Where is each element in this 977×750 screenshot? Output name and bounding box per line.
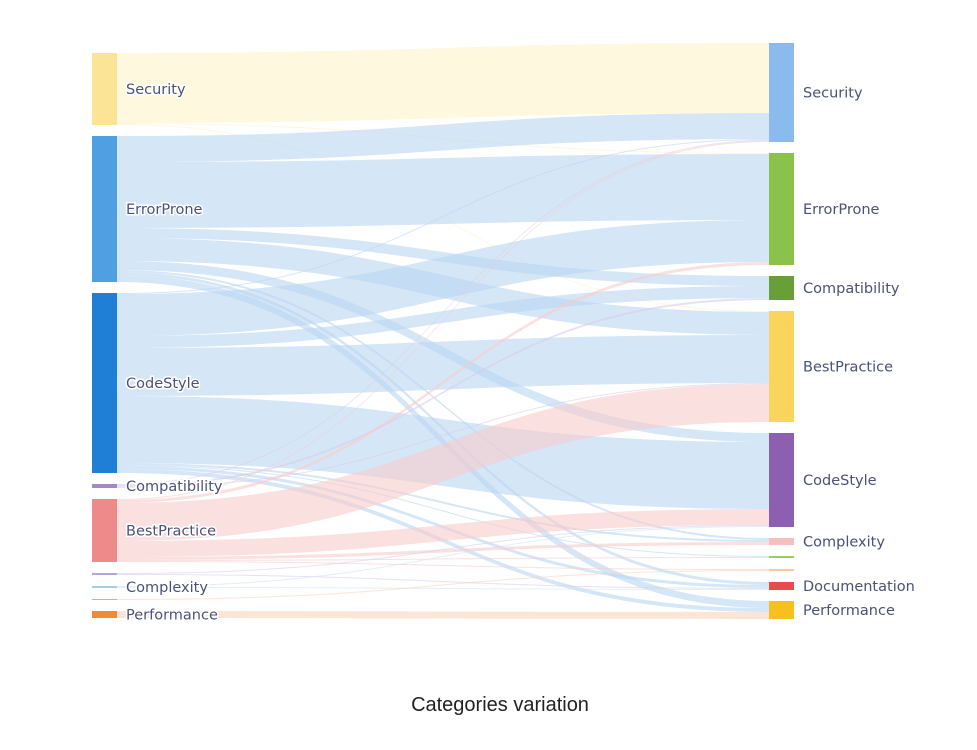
- link-s_bestpractice-t_security[interactable]: [117, 141, 769, 500]
- node-s_security[interactable]: [92, 53, 117, 125]
- node-s_compatibility[interactable]: [92, 484, 117, 488]
- node-label-t_codestyle: CodeStyle: [803, 473, 877, 489]
- links: [117, 43, 769, 619]
- link-s_codestyle-t_security[interactable]: [117, 139, 769, 294]
- link-s_errorprone-t_security[interactable]: [117, 113, 769, 162]
- node-label-t_errorprone: ErrorProne: [803, 202, 880, 218]
- link-s_compatibility-t_bestpractice[interactable]: [117, 383, 769, 488]
- node-t_performance[interactable]: [769, 601, 794, 619]
- link-s_bestpractice-t_unlabeled2[interactable]: [117, 561, 769, 570]
- node-t_codestyle[interactable]: [769, 433, 794, 527]
- node-label-s_codestyle: CodeStyle: [126, 376, 200, 392]
- link-s_codestyle-t_bestpractice[interactable]: [117, 335, 769, 396]
- link-s_bestpractice-t_bestpractice[interactable]: [117, 384, 769, 541]
- node-label-s_errorprone: ErrorProne: [126, 202, 203, 218]
- node-label-t_bestpractice: BestPractice: [803, 360, 893, 376]
- link-s_unlabeled2-t_unlabeled2[interactable]: [117, 570, 769, 600]
- link-s_codestyle-t_errorprone[interactable]: [117, 220, 769, 336]
- link-s_compatibility-t_compatibility[interactable]: [117, 298, 769, 487]
- node-label-t_complexity: Complexity: [803, 535, 885, 551]
- chart-title: Categories variation: [411, 694, 589, 716]
- link-s_bestpractice-t_unlabeled1[interactable]: [117, 557, 769, 561]
- node-t_bestpractice[interactable]: [769, 311, 794, 422]
- link-s_codestyle-t_compatibility[interactable]: [117, 286, 769, 348]
- node-t_complexity[interactable]: [769, 538, 794, 545]
- link-s_complexity-t_documentation[interactable]: [117, 587, 769, 590]
- link-s_codestyle-t_unlabeled1[interactable]: [117, 465, 769, 557]
- node-s_bestpractice[interactable]: [92, 499, 117, 562]
- node-label-s_performance: Performance: [126, 608, 218, 624]
- node-label-s_bestpractice: BestPractice: [126, 524, 216, 540]
- link-s_performance-t_performance[interactable]: [117, 611, 769, 619]
- node-label-t_compatibility: Compatibility: [803, 281, 900, 297]
- link-s_unlabeled1-t_codestyle[interactable]: [117, 525, 769, 574]
- node-label-t_documentation: Documentation: [803, 579, 915, 595]
- node-s_unlabeled1[interactable]: [92, 573, 117, 575]
- link-s_bestpractice-t_errorprone[interactable]: [117, 262, 769, 503]
- node-s_unlabeled2[interactable]: [92, 599, 117, 600]
- link-s_codestyle-t_complexity[interactable]: [117, 463, 769, 542]
- link-s_bestpractice-t_complexity[interactable]: [117, 542, 769, 560]
- node-t_documentation[interactable]: [769, 582, 794, 590]
- link-s_errorprone-t_complexity[interactable]: [117, 270, 769, 540]
- link-s_errorprone-t_errorprone[interactable]: [117, 154, 769, 228]
- link-s_bestpractice-t_codestyle[interactable]: [117, 509, 769, 557]
- node-label-s_compatibility: Compatibility: [126, 479, 223, 495]
- node-s_performance[interactable]: [92, 611, 117, 618]
- link-s_security-t_security[interactable]: [117, 43, 769, 123]
- link-s_compatibility-t_security[interactable]: [117, 140, 769, 485]
- node-t_security[interactable]: [769, 43, 794, 142]
- node-t_errorprone[interactable]: [769, 153, 794, 265]
- node-label-s_security: Security: [126, 82, 186, 98]
- node-t_unlabeled1[interactable]: [769, 556, 794, 558]
- node-t_compatibility[interactable]: [769, 276, 794, 300]
- node-label-s_complexity: Complexity: [126, 580, 208, 596]
- node-s_codestyle[interactable]: [92, 293, 117, 473]
- link-s_unlabeled1-t_documentation[interactable]: [117, 574, 769, 589]
- node-label-t_performance: Performance: [803, 603, 895, 619]
- node-s_errorprone[interactable]: [92, 136, 117, 282]
- node-label-t_security: Security: [803, 86, 863, 102]
- node-t_unlabeled2[interactable]: [769, 569, 794, 571]
- node-s_complexity[interactable]: [92, 586, 117, 588]
- link-s_complexity-t_codestyle[interactable]: [117, 526, 769, 587]
